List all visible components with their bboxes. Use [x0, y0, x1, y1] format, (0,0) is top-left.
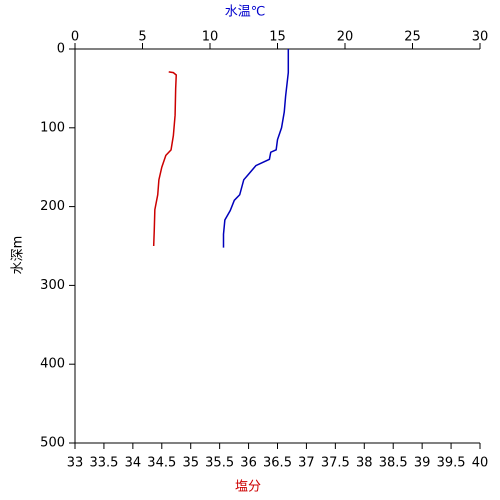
- x2-tick-label: 15: [269, 30, 286, 45]
- y-tick-label: 400: [40, 357, 65, 372]
- y-tick-label: 100: [40, 120, 65, 135]
- x-tick-label: 35.5: [205, 456, 234, 471]
- x-tick-label: 40: [472, 456, 489, 471]
- profile-line: [222, 49, 290, 248]
- x2-tick-label: 25: [404, 30, 421, 45]
- x-tick-label: 38.5: [379, 456, 408, 471]
- y-tick-label: 0: [57, 42, 65, 57]
- profile-line: [152, 71, 178, 247]
- y-tick-label: 300: [40, 278, 65, 293]
- x-tick-label: 37: [298, 456, 315, 471]
- x-tick-label: 33: [67, 456, 84, 471]
- x-tick-label: 34: [125, 456, 142, 471]
- x2-tick-label: 30: [472, 30, 489, 45]
- x2-tick-label: 0: [71, 30, 79, 45]
- y-axis-title: 水深m: [11, 236, 26, 275]
- x-tick-label: 38: [356, 456, 373, 471]
- x-tick-label: 34.5: [147, 456, 176, 471]
- y-tick-label: 200: [40, 199, 65, 214]
- x-tick-label: 37.5: [321, 456, 350, 471]
- x-tick-label: 39.5: [437, 456, 466, 471]
- x2-tick-label: 10: [202, 30, 219, 45]
- x-tick-label: 36: [240, 456, 257, 471]
- x-tick-label: 33.5: [89, 456, 118, 471]
- x2-tick-label: 20: [337, 30, 354, 45]
- bottom-axis-title: 塩分: [235, 480, 261, 495]
- x-tick-label: 36.5: [263, 456, 292, 471]
- top-axis-title: 水温℃: [225, 5, 266, 20]
- x2-tick-label: 5: [138, 30, 146, 45]
- x-tick-label: 35: [182, 456, 199, 471]
- x-tick-label: 39: [414, 456, 431, 471]
- y-tick-label: 500: [40, 436, 65, 451]
